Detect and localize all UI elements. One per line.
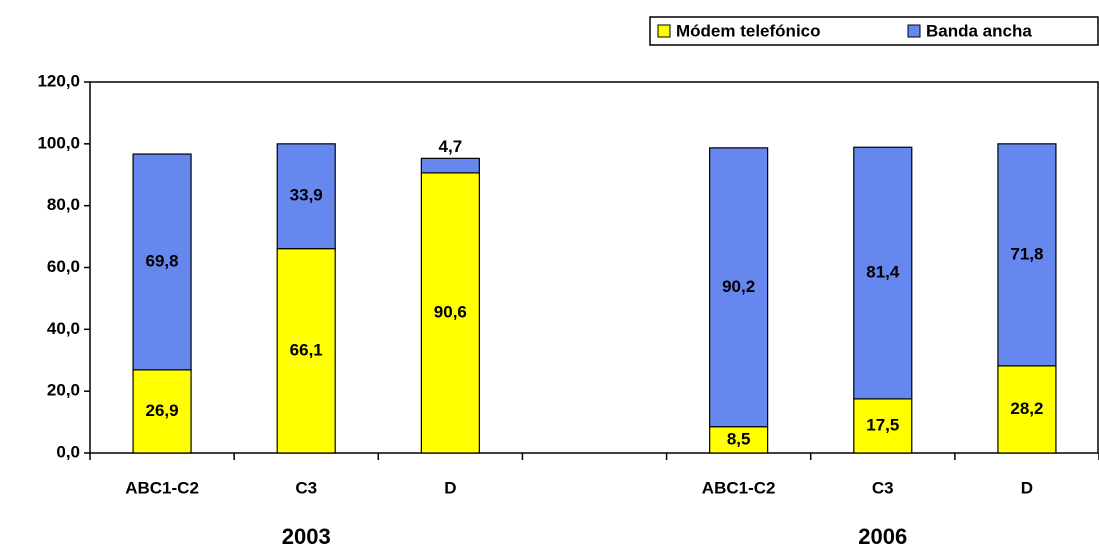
bar-segment [276,143,336,250]
x-tick-label: ABC1-C2 [125,478,199,497]
bar-segment [709,426,769,454]
y-tick-label: 80,0 [47,195,80,214]
legend-label: Banda ancha [926,21,1032,40]
bar-segment [997,365,1057,454]
y-tick-label: 40,0 [47,319,80,338]
bar-segment [132,153,192,371]
value-label: 69,8 [146,251,179,270]
group-label: 2006 [858,524,907,549]
value-label: 71,8 [1010,244,1043,263]
y-tick-label: 100,0 [37,133,80,152]
legend-box [649,16,1099,46]
value-label: 33,9 [290,186,323,205]
y-tick-label: 60,0 [47,257,80,276]
bar-segment [132,369,192,454]
bar-segment [420,157,480,174]
bar-segment [853,398,913,454]
legend-swatch [907,24,921,38]
x-tick-label: D [444,478,456,497]
legend-swatch [657,24,671,38]
x-tick-label: C3 [872,478,894,497]
bar-segment [853,146,913,400]
bar-segment [420,172,480,454]
value-label: 90,2 [722,277,755,296]
legend-label: Módem telefónico [676,21,821,40]
bar-segment [276,248,336,454]
y-tick-label: 120,0 [37,71,80,90]
value-label: 28,2 [1010,399,1043,418]
value-label: 66,1 [290,340,323,359]
x-tick-label: C3 [295,478,317,497]
y-tick-label: 20,0 [47,381,80,400]
value-label: 90,6 [434,302,467,321]
bar-segment [997,143,1057,367]
value-label: 4,7 [439,137,463,156]
value-label: 26,9 [146,401,179,420]
value-label: 81,4 [866,263,900,282]
group-label: 2003 [282,524,331,549]
value-label: 8,5 [727,429,751,448]
y-tick-label: 0,0 [56,442,80,461]
x-tick-label: D [1021,478,1033,497]
value-label: 17,5 [866,415,899,434]
x-tick-label: ABC1-C2 [702,478,776,497]
bar-segment [709,147,769,428]
